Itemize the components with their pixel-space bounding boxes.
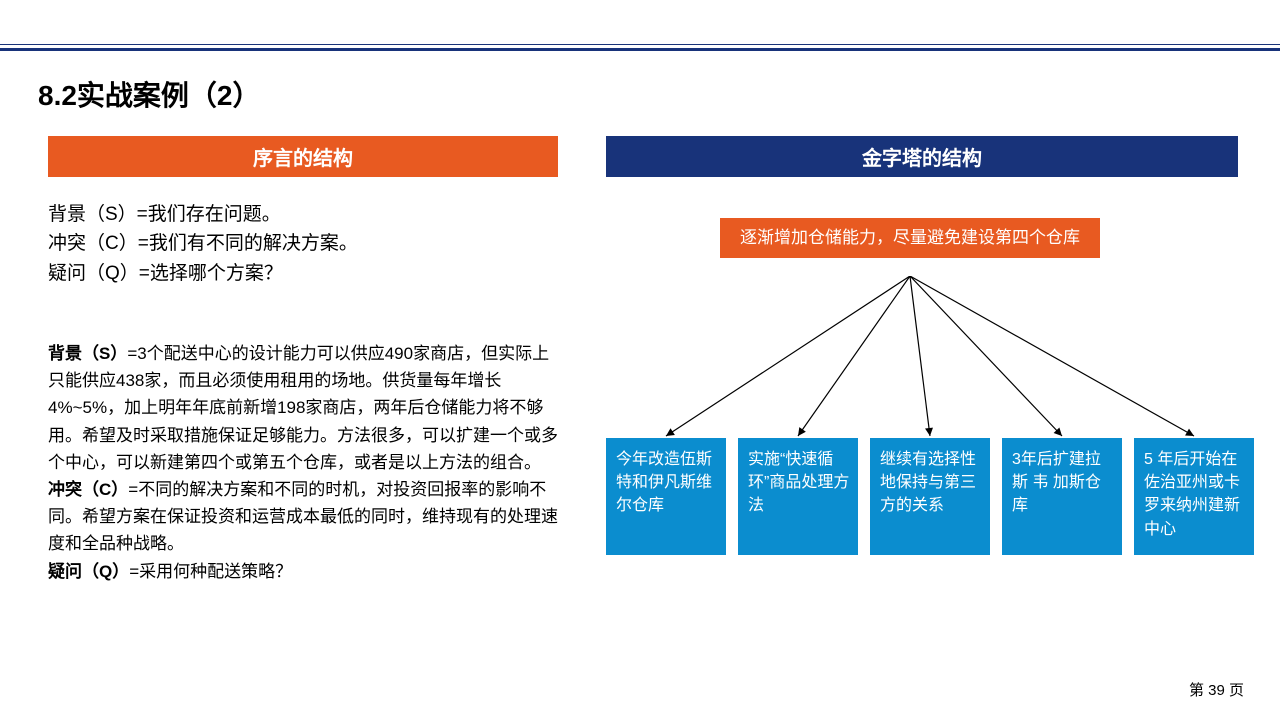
pyramid-leaf: 实施“快速循环”商品处理方法 [738,438,858,555]
pyramid-leaf: 今年改造伍斯特和伊凡斯维尔仓库 [606,438,726,555]
scq-detail-q: 疑问（Q）=采用何种配送策略？ [48,558,558,585]
pyramid-leaf: 5 年后开始在佐治亚州或卡罗来纳州建新中心 [1134,438,1254,555]
section-title: 8.2实战案例（2） [38,74,261,114]
scq-detail: 背景（S）=3个配送中心的设计能力可以供应490家商店，但实际上只能供应438家… [48,340,558,585]
pyramid-arrows [606,276,1254,438]
scq-detail-c: 冲突（C）=不同的解决方案和不同的时机，对投资回报率的影响不同。希望方案在保证投… [48,476,558,558]
scq-brief-c: 冲突（C）=我们有不同的解决方案。 [48,229,558,258]
scq-detail-q-label: 疑问（Q） [48,562,129,581]
scq-detail-s: 背景（S）=3个配送中心的设计能力可以供应490家商店，但实际上只能供应438家… [48,340,558,476]
scq-detail-s-label: 背景（S） [48,344,127,363]
scq-detail-c-label: 冲突（C） [48,480,128,499]
scq-detail-q-body: =采用何种配送策略？ [129,562,292,581]
pyramid-leaf: 继续有选择性地保持与第三方的关系 [870,438,990,555]
right-column-header: 金字塔的结构 [606,136,1238,177]
scq-brief-q: 疑问（Q）=选择哪个方案？ [48,259,558,288]
header-rule-thin [0,44,1280,45]
scq-brief: 背景（S）=我们存在问题。 冲突（C）=我们有不同的解决方案。 疑问（Q）=选择… [48,200,558,288]
scq-brief-s: 背景（S）=我们存在问题。 [48,200,558,229]
scq-detail-s-body: =3个配送中心的设计能力可以供应490家商店，但实际上只能供应438家，而且必须… [48,344,558,472]
header-rule [0,48,1280,51]
page-number: 第 39 页 [1189,679,1244,700]
pyramid-top-box: 逐渐增加仓储能力，尽量避免建设第四个仓库 [720,218,1100,258]
pyramid-leaf-row: 今年改造伍斯特和伊凡斯维尔仓库 实施“快速循环”商品处理方法 继续有选择性地保持… [606,438,1254,555]
left-column-header: 序言的结构 [48,136,558,177]
pyramid-leaf: 3年后扩建拉斯 韦 加斯仓库 [1002,438,1122,555]
